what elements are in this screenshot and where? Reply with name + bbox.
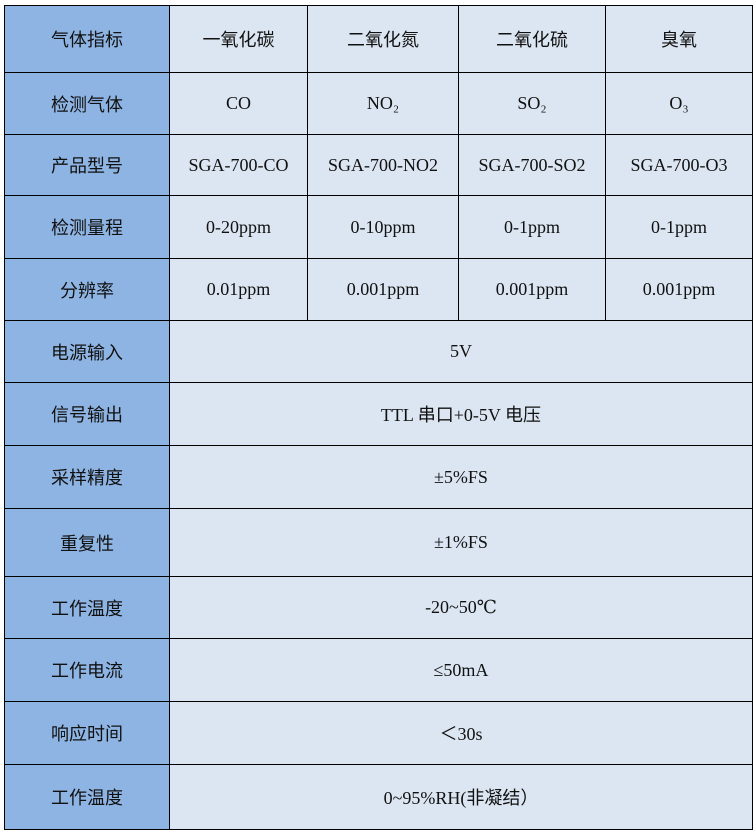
spec-table: 气体指标 一氧化碳 二氧化氮 二氧化硫 臭氧 检测气体 CO NO₂ SO₂ O… (4, 5, 753, 830)
cell: 0.01ppm (169, 258, 308, 321)
cell: CO (169, 72, 308, 135)
row-label: 响应时间 (4, 701, 170, 765)
cell: ＜30s (169, 701, 753, 765)
cell: SO₂ (458, 72, 606, 135)
table-row: 工作电流 ≤50mA (4, 638, 753, 702)
table-row: 产品型号 SGA-700-CO SGA-700-NO2 SGA-700-SO2 … (4, 134, 753, 196)
table-row: 重复性 ±1%FS (4, 508, 753, 577)
row-label: 检测气体 (4, 72, 170, 135)
cell: 0.001ppm (307, 258, 459, 321)
cell: ±1%FS (169, 508, 753, 577)
cell: 5V (169, 320, 753, 383)
cell: TTL 串口+0-5V 电压 (169, 382, 753, 446)
row-label: 电源输入 (4, 320, 170, 383)
column-header: 臭氧 (605, 5, 753, 73)
header-row: 气体指标 一氧化碳 二氧化氮 二氧化硫 臭氧 (4, 5, 753, 73)
table-row: 信号输出 TTL 串口+0-5V 电压 (4, 382, 753, 446)
table-row: 工作温度 -20~50℃ (4, 576, 753, 639)
cell: SGA-700-SO2 (458, 134, 606, 196)
row-label: 工作温度 (4, 764, 170, 830)
cell: ±5%FS (169, 445, 753, 509)
table-row: 检测量程 0-20ppm 0-10ppm 0-1ppm 0-1ppm (4, 195, 753, 259)
cell: 0-20ppm (169, 195, 308, 259)
column-header: 一氧化碳 (169, 5, 308, 73)
cell: 0.001ppm (605, 258, 753, 321)
row-label: 采样精度 (4, 445, 170, 509)
row-label: 工作温度 (4, 576, 170, 639)
table-row: 工作温度 0~95%RH(非凝结） (4, 764, 753, 830)
row-label: 重复性 (4, 508, 170, 577)
cell: 0.001ppm (458, 258, 606, 321)
table-row: 分辨率 0.01ppm 0.001ppm 0.001ppm 0.001ppm (4, 258, 753, 321)
row-label: 产品型号 (4, 134, 170, 196)
table-row: 采样精度 ±5%FS (4, 445, 753, 509)
cell: -20~50℃ (169, 576, 753, 639)
cell: 0-1ppm (605, 195, 753, 259)
cell: SGA-700-NO2 (307, 134, 459, 196)
header-label: 气体指标 (4, 5, 170, 73)
table-row: 检测气体 CO NO₂ SO₂ O₃ (4, 72, 753, 135)
column-header: 二氧化氮 (307, 5, 459, 73)
row-label: 检测量程 (4, 195, 170, 259)
row-label: 分辨率 (4, 258, 170, 321)
row-label: 工作电流 (4, 638, 170, 702)
cell: NO₂ (307, 72, 459, 135)
cell: SGA-700-O3 (605, 134, 753, 196)
cell: O₃ (605, 72, 753, 135)
table-row: 电源输入 5V (4, 320, 753, 383)
table-row: 响应时间 ＜30s (4, 701, 753, 765)
cell: 0-1ppm (458, 195, 606, 259)
cell: SGA-700-CO (169, 134, 308, 196)
row-label: 信号输出 (4, 382, 170, 446)
column-header: 二氧化硫 (458, 5, 606, 73)
cell: 0-10ppm (307, 195, 459, 259)
cell: ≤50mA (169, 638, 753, 702)
cell: 0~95%RH(非凝结） (169, 764, 753, 830)
